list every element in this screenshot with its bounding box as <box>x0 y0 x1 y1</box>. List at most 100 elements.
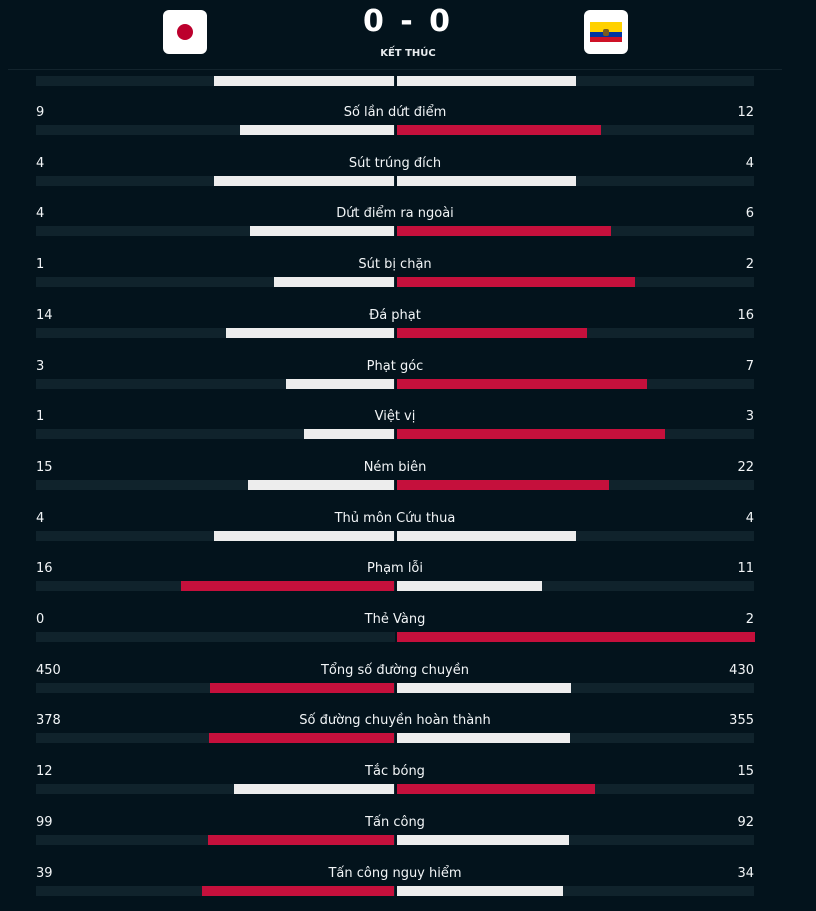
stat-bar-track <box>36 225 754 238</box>
away-stat-value: 7 <box>745 358 754 374</box>
flag-sun <box>177 24 193 40</box>
stat-bar-midline <box>395 174 397 187</box>
match-score: 0 - 0 <box>362 4 454 39</box>
away-stat-value: 4 <box>745 510 754 526</box>
stat-row: 3 Phạt góc 7 <box>36 359 754 399</box>
stat-bar-track <box>36 276 754 289</box>
home-stat-bar <box>214 76 394 86</box>
away-stat-value: 2 <box>745 612 754 627</box>
away-stat-bar <box>396 76 576 86</box>
stat-bar-midline <box>395 478 397 491</box>
away-stat-value: 15 <box>737 764 754 780</box>
stat-row: 4 Thủ môn Cứu thua 4 <box>36 511 754 551</box>
away-stat-bar <box>396 784 595 795</box>
away-stat-bar <box>396 632 755 642</box>
stat-label: Số lần dứt điểm <box>343 105 447 120</box>
japan-flag-icon[interactable] <box>163 10 207 54</box>
stat-bar-midline <box>395 428 397 441</box>
away-stat-value: 3 <box>745 409 754 425</box>
match-status: KẾT THÚC <box>380 48 436 59</box>
stat-label: Số đường chuyền hoàn thành <box>299 713 491 729</box>
stat-label: Phạt góc <box>366 358 424 374</box>
away-stat-bar <box>396 175 576 186</box>
stat-bar-midline <box>395 225 397 238</box>
flag-emblem <box>603 29 609 36</box>
stat-bar-midline <box>395 580 397 593</box>
home-stat-bar <box>214 175 394 186</box>
stat-row: 12 Tắc bóng 15 <box>36 764 754 804</box>
away-stat-value: 355 <box>729 713 754 729</box>
stat-bar-midline <box>395 732 397 745</box>
away-stat-bar <box>396 834 569 845</box>
stat-label: Thẻ Vàng <box>364 612 426 627</box>
stat-row: 378 Số đường chuyền hoàn thành 355 <box>36 713 754 753</box>
stat-label: Việt vị <box>374 409 416 425</box>
stat-row: 450 Tổng số đường chuyền 430 <box>36 663 754 703</box>
home-stat-value: 4 <box>36 155 45 171</box>
stat-row: 9 Số lần dứt điểm 12 <box>36 105 754 145</box>
away-stat-value: 92 <box>737 814 754 830</box>
home-stat-value: 15 <box>36 459 53 475</box>
home-stat-bar <box>181 581 394 592</box>
away-stat-value: 22 <box>737 459 754 475</box>
stat-bar-track <box>36 326 754 339</box>
stat-bar-track <box>36 833 754 846</box>
stat-bar-midline <box>395 681 397 694</box>
stat-row: 16 Phạm lỗi 11 <box>36 561 754 601</box>
stat-bar-track <box>36 377 754 390</box>
flag-band-yellow <box>590 22 622 32</box>
home-stat-value: 1 <box>36 409 45 425</box>
home-stat-value: 1 <box>36 257 45 273</box>
away-stat-bar <box>396 885 563 896</box>
stat-label: Dứt điểm ra ngoài <box>336 206 454 222</box>
stat-bar-midline <box>395 377 397 390</box>
stat-bar-track <box>36 732 754 745</box>
away-stat-value: 34 <box>737 865 754 881</box>
stat-label: Tắc bóng <box>365 764 425 780</box>
home-stat-bar <box>202 885 394 896</box>
stat-label: Tấn công <box>365 814 425 830</box>
stat-row: 1 Sút bị chặn 2 <box>36 257 754 297</box>
stat-bar-track <box>36 124 754 136</box>
stat-row: 4 Dứt điểm ra ngoài 6 <box>36 206 754 246</box>
stat-label: Tổng số đường chuyền <box>320 662 469 678</box>
home-stat-bar <box>226 327 394 338</box>
stat-bar-track <box>36 631 755 643</box>
away-stat-value: 6 <box>745 206 754 222</box>
away-stat-value: 16 <box>737 307 754 323</box>
home-stat-bar <box>250 226 394 237</box>
stat-bar-midline <box>395 75 397 87</box>
stat-bar-midline <box>395 326 397 339</box>
home-stat-bar <box>210 682 394 693</box>
home-stat-bar <box>286 378 394 389</box>
home-stat-bar <box>274 277 394 288</box>
home-stat-bar <box>234 784 394 795</box>
home-stat-bar <box>208 834 394 845</box>
stat-bar-track <box>36 681 754 694</box>
home-stat-value: 14 <box>36 307 53 323</box>
stat-row: 15 Ném biên 22 <box>36 460 754 500</box>
away-stat-value: 2 <box>745 257 754 273</box>
ecuador-flag-icon[interactable] <box>584 10 628 54</box>
stat-row: 99 Tấn công 92 <box>36 815 754 855</box>
stat-row: 14 Đá phạt 16 <box>36 308 754 348</box>
stat-label: Tấn công nguy hiểm <box>328 865 462 881</box>
stat-label: Thủ môn Cứu thua <box>334 510 456 526</box>
home-stat-bar <box>304 429 394 440</box>
home-stat-value: 4 <box>36 206 45 222</box>
stat-bar-track <box>36 428 754 441</box>
home-stat-value: 4 <box>36 510 45 526</box>
away-stat-bar <box>396 581 542 592</box>
stat-row-partial <box>36 56 754 96</box>
away-stat-bar <box>396 530 576 541</box>
stat-bar-track <box>36 580 754 593</box>
home-stat-value: 39 <box>36 865 53 881</box>
away-stat-value: 12 <box>737 105 754 120</box>
stat-row: 1 Việt vị 3 <box>36 409 754 449</box>
stat-bar-midline <box>395 783 397 796</box>
away-stat-bar <box>396 378 647 389</box>
stat-bar-midline <box>395 124 397 136</box>
stat-label: Ném biên <box>363 459 427 475</box>
home-stat-value: 378 <box>36 713 61 729</box>
home-stat-value: 99 <box>36 814 53 830</box>
